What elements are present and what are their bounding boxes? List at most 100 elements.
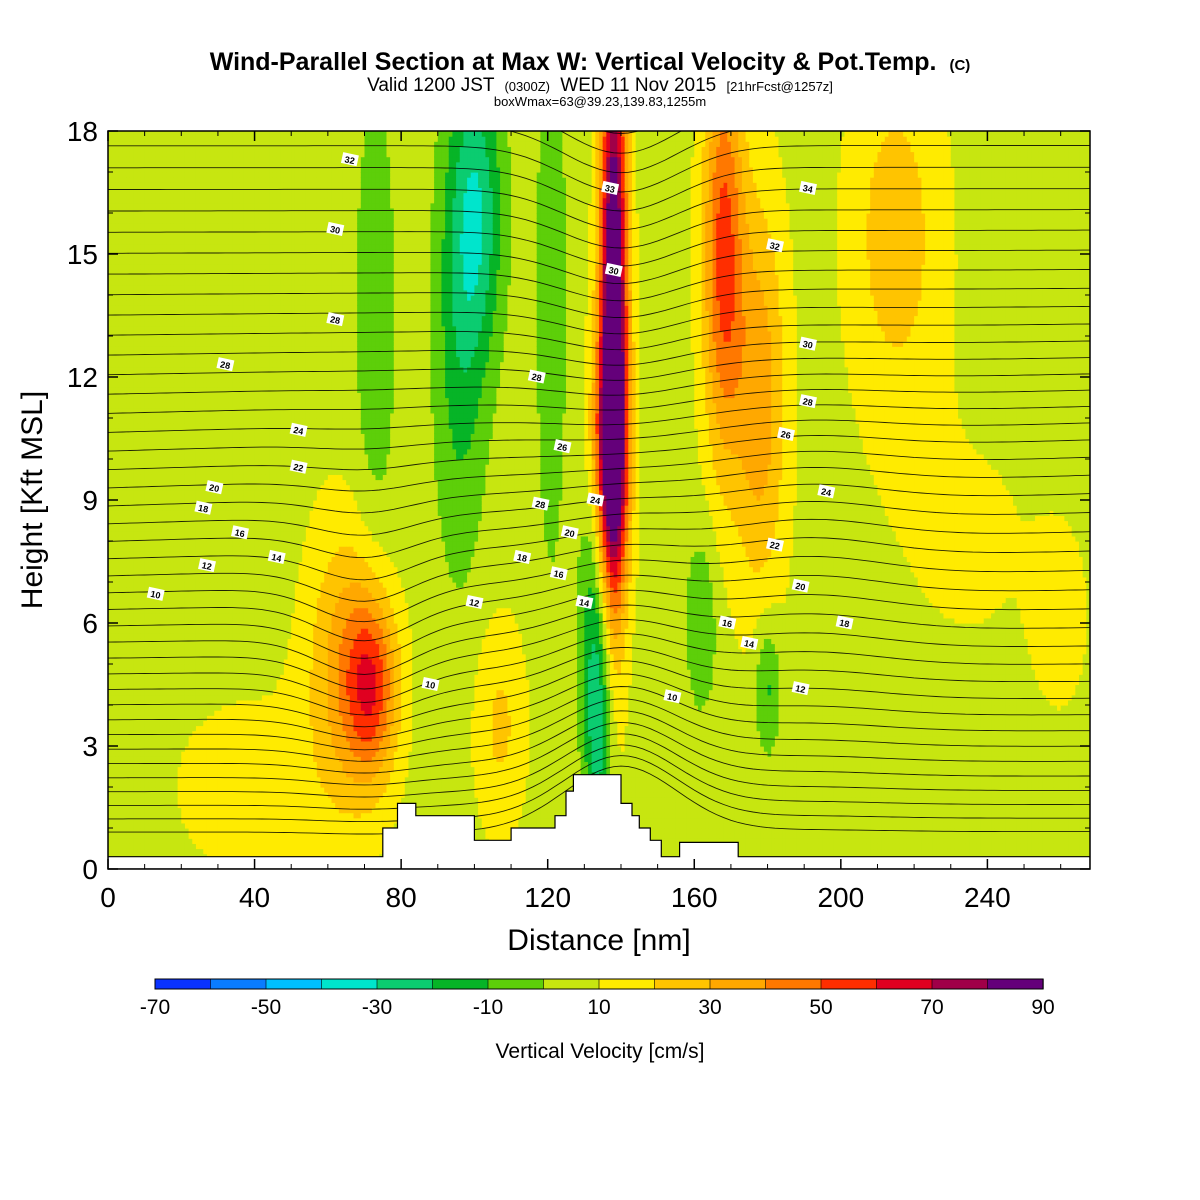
- velocity-cell: [134, 336, 138, 342]
- velocity-cell: [152, 469, 156, 475]
- velocity-cell: [141, 797, 145, 803]
- velocity-cell: [167, 674, 171, 680]
- velocity-cell: [137, 152, 141, 158]
- velocity-cell: [181, 608, 185, 614]
- velocity-cell: [174, 131, 178, 137]
- velocity-cell: [123, 849, 127, 855]
- velocity-cell: [130, 828, 134, 834]
- velocity-cell: [119, 367, 123, 373]
- velocity-cell: [145, 695, 149, 701]
- velocity-cell: [141, 326, 145, 332]
- velocity-cell: [137, 551, 141, 557]
- velocity-cell: [141, 628, 145, 634]
- velocity-cell: [145, 526, 149, 532]
- velocity-cell: [145, 300, 149, 306]
- velocity-cell: [119, 449, 123, 455]
- velocity-cell: [119, 392, 123, 398]
- velocity-cell: [126, 664, 130, 670]
- velocity-cell: [178, 459, 182, 465]
- velocity-cell: [137, 736, 141, 742]
- velocity-cell: [178, 203, 182, 209]
- velocity-cell: [156, 234, 160, 240]
- velocity-cell: [163, 690, 167, 696]
- velocity-cell: [156, 797, 160, 803]
- velocity-cell: [159, 792, 163, 798]
- velocity-cell: [145, 531, 149, 537]
- velocity-cell: [145, 464, 149, 470]
- velocity-cell: [123, 480, 127, 486]
- velocity-cell: [170, 203, 174, 209]
- velocity-cell: [174, 244, 178, 250]
- velocity-cell: [152, 679, 156, 685]
- velocity-cell: [170, 264, 174, 270]
- velocity-cell: [159, 223, 163, 229]
- velocity-cell: [137, 357, 141, 363]
- velocity-cell: [148, 413, 152, 419]
- velocity-cell: [174, 644, 178, 650]
- velocity-cell: [148, 633, 152, 639]
- velocity-cell: [134, 223, 138, 229]
- velocity-cell: [167, 485, 171, 491]
- velocity-cell: [167, 346, 171, 352]
- velocity-cell: [178, 551, 182, 557]
- velocity-cell: [134, 403, 138, 409]
- velocity-cell: [134, 454, 138, 460]
- velocity-cell: [145, 843, 149, 849]
- velocity-cell: [115, 690, 119, 696]
- velocity-cell: [152, 377, 156, 383]
- velocity-cell: [126, 305, 130, 311]
- velocity-cell: [130, 690, 134, 696]
- velocity-cell: [167, 526, 171, 532]
- velocity-cell: [181, 398, 185, 404]
- velocity-cell: [115, 613, 119, 619]
- velocity-cell: [163, 398, 167, 404]
- velocity-cell: [167, 249, 171, 255]
- velocity-cell: [156, 423, 160, 429]
- velocity-cell: [123, 654, 127, 660]
- velocity-cell: [178, 669, 182, 675]
- velocity-cell: [163, 382, 167, 388]
- velocity-cell: [178, 187, 182, 193]
- velocity-cell: [115, 649, 119, 655]
- velocity-cell: [119, 146, 123, 152]
- velocity-cell: [145, 828, 149, 834]
- velocity-cell: [115, 577, 119, 583]
- velocity-cell: [134, 849, 138, 855]
- velocity-cell: [159, 305, 163, 311]
- velocity-cell: [174, 659, 178, 665]
- velocity-cell: [174, 705, 178, 711]
- velocity-cell: [112, 551, 116, 557]
- velocity-cell: [137, 331, 141, 337]
- velocity-cell: [174, 300, 178, 306]
- velocity-cell: [167, 531, 171, 537]
- velocity-cell: [152, 674, 156, 680]
- velocity-cell: [119, 387, 123, 393]
- velocity-cell: [126, 603, 130, 609]
- velocity-cell: [181, 592, 185, 598]
- velocity-cell: [141, 387, 145, 393]
- velocity-cell: [163, 618, 167, 624]
- velocity-cell: [130, 377, 134, 383]
- velocity-cell: [163, 510, 167, 516]
- velocity-cell: [170, 649, 174, 655]
- velocity-cell: [159, 146, 163, 152]
- velocity-cell: [167, 203, 171, 209]
- velocity-cell: [167, 710, 171, 716]
- velocity-cell: [159, 838, 163, 844]
- velocity-cell: [152, 567, 156, 573]
- velocity-cell: [148, 792, 152, 798]
- velocity-cell: [134, 249, 138, 255]
- velocity-cell: [112, 597, 116, 603]
- velocity-cell: [145, 495, 149, 501]
- velocity-cell: [123, 556, 127, 562]
- velocity-cell: [170, 413, 174, 419]
- velocity-cell: [159, 695, 163, 701]
- velocity-cell: [130, 546, 134, 552]
- velocity-cell: [130, 259, 134, 265]
- velocity-cell: [137, 541, 141, 547]
- velocity-cell: [112, 674, 116, 680]
- velocity-cell: [181, 756, 185, 762]
- velocity-cell: [178, 710, 182, 716]
- velocity-cell: [119, 351, 123, 357]
- velocity-cell: [112, 305, 116, 311]
